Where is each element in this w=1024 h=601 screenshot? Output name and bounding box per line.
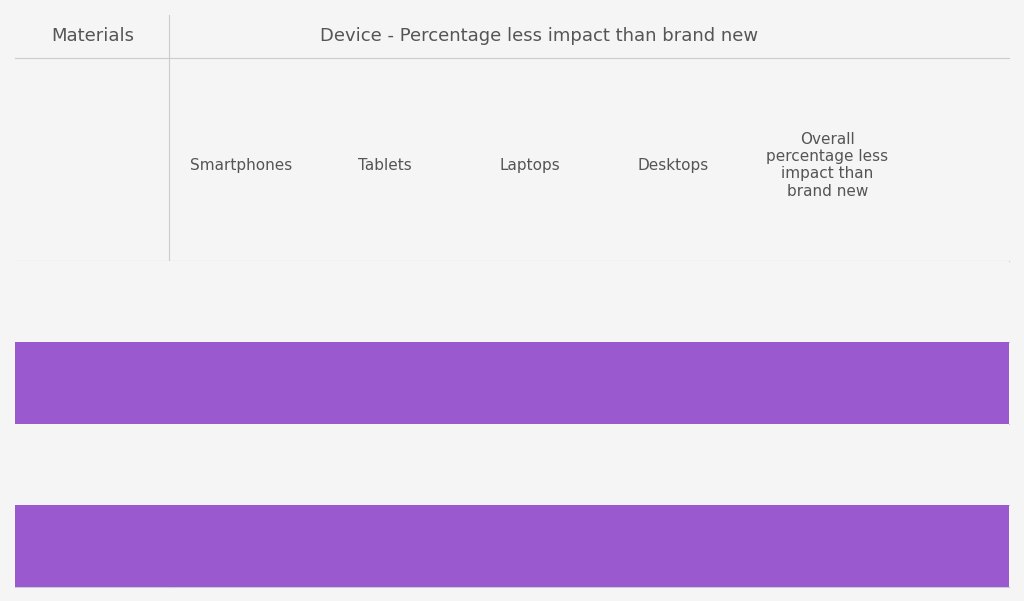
Text: 99.976%: 99.976% (351, 457, 420, 472)
Text: 94.1%: 94.1% (803, 376, 852, 391)
Text: Laptops: Laptops (499, 157, 560, 172)
Text: 86.4%: 86.4% (217, 457, 265, 472)
Text: 89.6%: 89.6% (803, 294, 852, 309)
Text: Device - Percentage less impact than brand new: Device - Percentage less impact than bra… (321, 28, 759, 46)
Text: 91.3%: 91.3% (217, 376, 265, 391)
Text: 98.448%: 98.448% (496, 538, 563, 554)
Text: 98.073%: 98.073% (639, 457, 708, 472)
Text: E-Waste: E-Waste (28, 538, 89, 554)
Text: 88.135%: 88.135% (351, 294, 419, 309)
Text: 89.778%: 89.778% (640, 294, 708, 309)
Text: 99.247%: 99.247% (351, 376, 419, 391)
Text: 99.687%: 99.687% (639, 538, 708, 554)
Text: Raw materials: Raw materials (28, 376, 136, 391)
Text: Overall
percentage less
impact than
brand new: Overall percentage less impact than bran… (766, 132, 889, 199)
Text: 89.0%: 89.0% (217, 538, 265, 554)
Text: Desktops: Desktops (638, 157, 709, 172)
Text: Water: Water (28, 457, 73, 472)
Text: CO2e: CO2e (28, 294, 69, 309)
Text: Materials: Materials (51, 28, 134, 46)
Text: 89.777%: 89.777% (640, 376, 708, 391)
Text: 94.5%: 94.5% (803, 457, 852, 472)
Text: 83.315%: 83.315% (351, 538, 419, 554)
Text: 97.335%: 97.335% (496, 457, 563, 472)
Text: 88.992%: 88.992% (496, 294, 563, 309)
Text: 92.6%: 92.6% (803, 538, 852, 554)
Text: 95.887%: 95.887% (496, 376, 563, 391)
Text: Smartphones: Smartphones (190, 157, 293, 172)
Text: Tablets: Tablets (358, 157, 413, 172)
Text: 91.6%: 91.6% (217, 294, 265, 309)
